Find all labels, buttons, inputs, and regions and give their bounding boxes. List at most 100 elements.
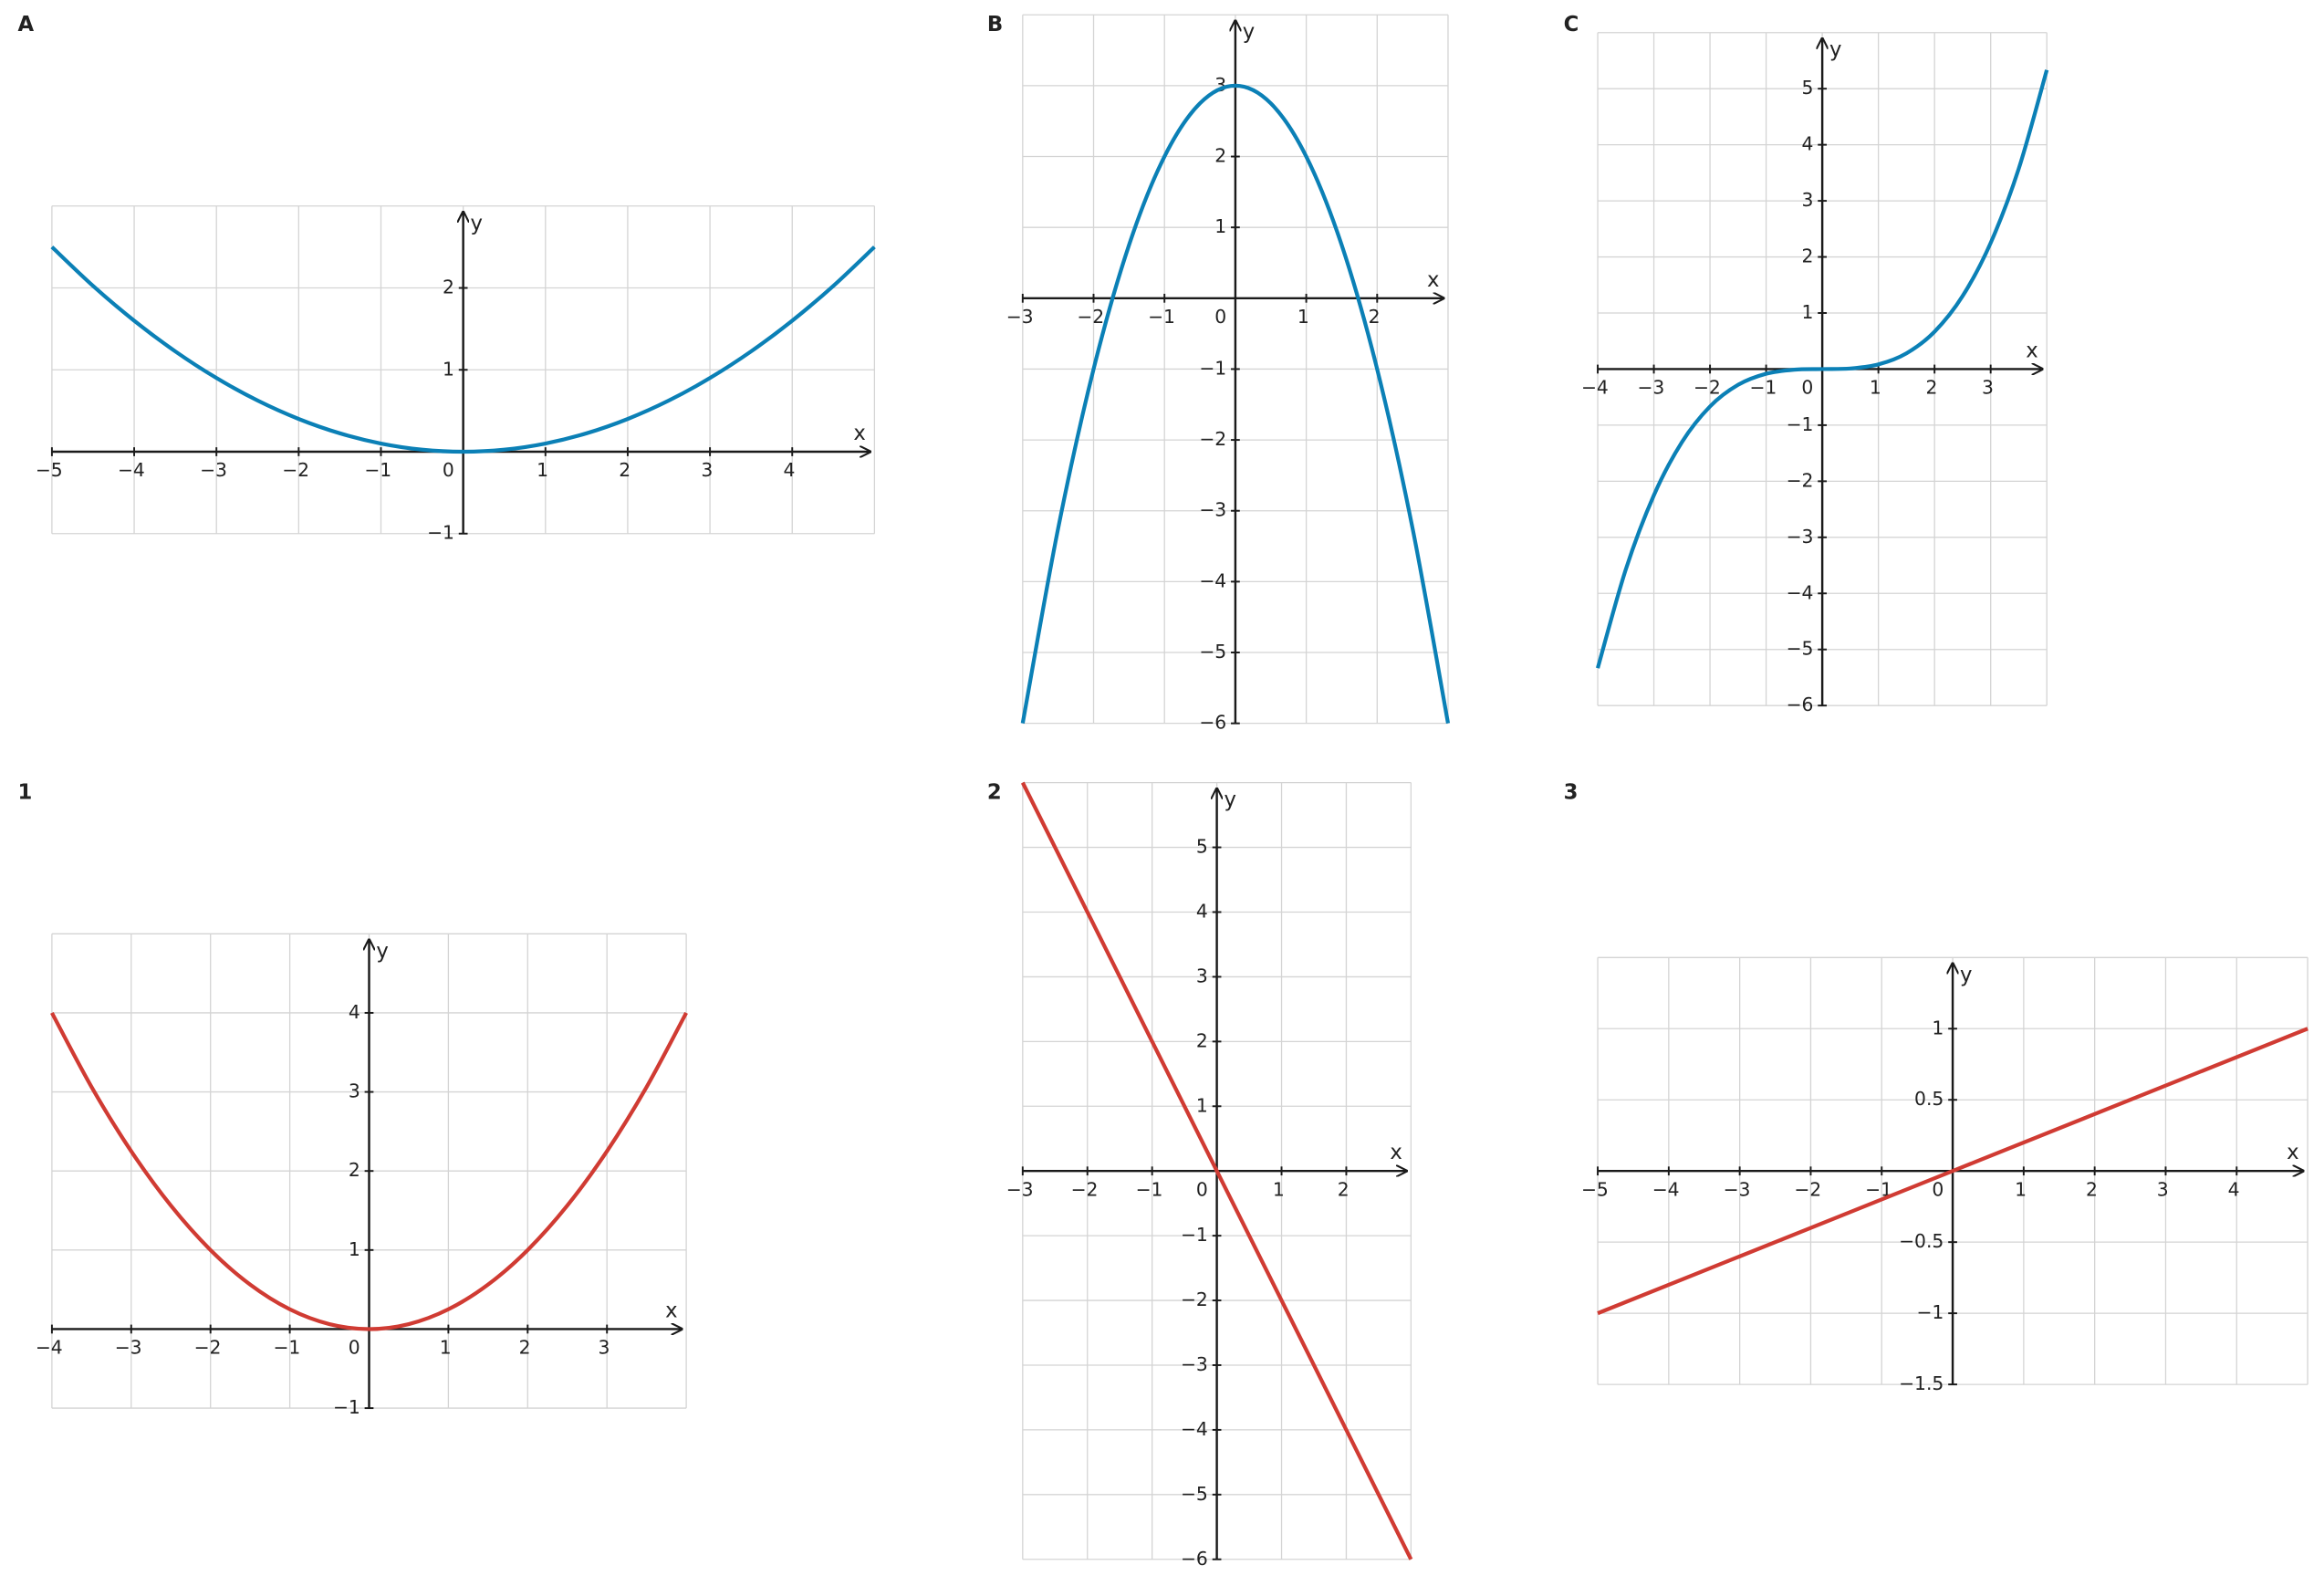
- y-tick-label: −1.5: [1899, 1372, 1944, 1394]
- y-tick-label: −1: [427, 522, 454, 544]
- y-axis-label: y: [1243, 20, 1255, 44]
- x-tick-label: 0: [349, 1337, 360, 1359]
- y-tick-label: −4: [1181, 1418, 1208, 1440]
- x-tick-label: −1: [1148, 306, 1175, 328]
- y-tick-label: −2: [1786, 469, 1813, 491]
- x-axis-label: x: [2287, 1141, 2298, 1164]
- x-tick-label: 3: [701, 459, 713, 481]
- y-tick-label: 1: [1801, 301, 1813, 323]
- x-tick-label: −5: [36, 459, 63, 481]
- x-tick-label: −4: [1581, 377, 1609, 399]
- y-tick-label: 5: [1801, 77, 1813, 99]
- y-tick-label: 4: [1196, 900, 1208, 922]
- y-tick-label: −3: [1786, 526, 1813, 548]
- x-tick-label: 3: [1982, 377, 1994, 399]
- y-tick-label: −1: [1916, 1301, 1944, 1323]
- x-tick-label: −1: [273, 1337, 300, 1359]
- y-tick-label: 3: [349, 1080, 360, 1102]
- y-tick-label: −3: [1181, 1353, 1208, 1375]
- y-tick-label: 1: [1214, 215, 1226, 237]
- x-tick-label: 2: [619, 459, 631, 481]
- x-tick-label: −4: [118, 459, 145, 481]
- y-tick-label: 4: [1801, 133, 1813, 155]
- x-tick-label: −2: [1077, 306, 1104, 328]
- y-axis-label: y: [376, 939, 388, 963]
- y-tick-label: 2: [1196, 1029, 1208, 1051]
- panel-label: 3: [1564, 781, 1579, 805]
- y-tick-label: −5: [1181, 1483, 1208, 1505]
- y-tick-label: 4: [349, 1001, 360, 1023]
- y-tick-label: −0.5: [1899, 1230, 1944, 1252]
- x-tick-label: 3: [2157, 1178, 2169, 1200]
- y-tick-label: −1: [333, 1396, 360, 1418]
- x-tick-label: −4: [1652, 1178, 1680, 1200]
- x-tick-label: 0: [443, 459, 454, 481]
- y-tick-label: −6: [1786, 694, 1813, 715]
- x-tick-label: −5: [1581, 1178, 1609, 1200]
- x-tick-label: −3: [115, 1337, 142, 1359]
- y-tick-label: 1: [1196, 1094, 1208, 1116]
- y-tick-label: 1: [349, 1238, 360, 1260]
- x-tick-label: 2: [1925, 377, 1937, 399]
- x-tick-label: 1: [1870, 377, 1881, 399]
- x-tick-label: 2: [1369, 306, 1381, 328]
- y-tick-label: −4: [1786, 581, 1813, 603]
- x-tick-label: −2: [1693, 377, 1721, 399]
- x-tick-label: 1: [1297, 306, 1309, 328]
- y-tick-label: −2: [1199, 428, 1226, 450]
- y-tick-label: 3: [1801, 189, 1813, 211]
- y-tick-label: −4: [1199, 569, 1226, 591]
- x-tick-label: 2: [519, 1337, 531, 1359]
- y-axis-label: y: [1224, 788, 1235, 812]
- panel-label: 2: [987, 781, 1002, 805]
- x-tick-label: 0: [1801, 377, 1813, 399]
- x-tick-label: 0: [1932, 1178, 1944, 1200]
- y-axis-label: y: [1829, 38, 1841, 62]
- x-axis-label: x: [2026, 339, 2037, 362]
- y-tick-label: −5: [1199, 641, 1226, 663]
- y-tick-label: −1: [1181, 1224, 1208, 1246]
- y-tick-label: −1: [1199, 357, 1226, 379]
- y-axis-label: y: [1960, 963, 1972, 986]
- panel-label: 1: [18, 781, 33, 805]
- curve: [1596, 69, 2049, 669]
- curve: [50, 1011, 688, 1331]
- y-tick-label: 1: [1932, 1017, 1944, 1038]
- x-tick-label: −2: [1071, 1178, 1099, 1200]
- x-axis-label: x: [1390, 1141, 1402, 1164]
- panel-label: B: [987, 13, 1003, 37]
- x-tick-label: 4: [2228, 1178, 2240, 1200]
- y-axis-label: y: [471, 212, 483, 235]
- x-tick-label: 2: [1338, 1178, 1350, 1200]
- y-tick-label: −3: [1199, 499, 1226, 521]
- x-tick-label: −3: [1723, 1178, 1750, 1200]
- x-tick-label: 0: [1214, 306, 1226, 328]
- y-tick-label: −6: [1181, 1548, 1208, 1570]
- x-tick-label: 1: [1273, 1178, 1285, 1200]
- y-tick-label: 2: [1214, 145, 1226, 167]
- x-tick-label: −1: [1749, 377, 1777, 399]
- x-tick-label: −2: [193, 1337, 221, 1359]
- curve: [50, 245, 876, 454]
- x-tick-label: −3: [1637, 377, 1664, 399]
- x-tick-label: 2: [2086, 1178, 2098, 1200]
- y-tick-label: 3: [1196, 965, 1208, 986]
- y-tick-label: 2: [1801, 245, 1813, 267]
- x-axis-label: x: [1427, 268, 1439, 292]
- x-tick-label: −2: [282, 459, 309, 481]
- curve: [1020, 781, 1413, 1560]
- y-tick-label: −6: [1199, 712, 1226, 734]
- x-axis-label: x: [665, 1299, 677, 1322]
- x-axis-label: x: [853, 422, 865, 445]
- x-tick-label: 1: [440, 1337, 452, 1359]
- x-tick-label: 3: [598, 1337, 610, 1359]
- y-tick-label: 1: [443, 358, 454, 380]
- x-tick-label: −2: [1794, 1178, 1821, 1200]
- y-tick-label: 2: [349, 1159, 360, 1181]
- x-tick-label: −1: [364, 459, 391, 481]
- x-tick-label: 4: [784, 459, 796, 481]
- y-tick-label: −5: [1786, 638, 1813, 660]
- x-tick-label: −1: [1135, 1178, 1162, 1200]
